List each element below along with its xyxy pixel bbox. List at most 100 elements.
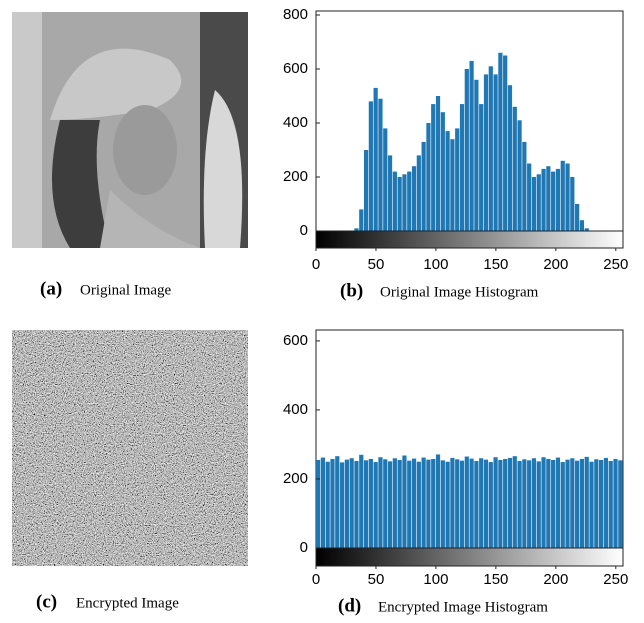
- y-tick-label: 200: [283, 168, 308, 185]
- bar: [339, 462, 345, 548]
- bar: [344, 459, 349, 548]
- bar: [411, 166, 417, 231]
- bar: [579, 220, 585, 231]
- image-label: (a): [40, 278, 62, 299]
- bar: [603, 457, 609, 548]
- bar: [507, 85, 513, 231]
- bar: [450, 457, 455, 548]
- bar: [445, 131, 450, 231]
- bar: [368, 458, 373, 548]
- bar: [459, 104, 465, 231]
- bar: [469, 458, 474, 548]
- bar: [402, 174, 407, 231]
- image-caption: Original Image: [80, 282, 172, 298]
- bar: [383, 459, 388, 548]
- colorbar: [315, 547, 624, 567]
- bar: [407, 171, 412, 231]
- bar: [387, 461, 393, 548]
- bar: [354, 228, 359, 231]
- x-tick-label: 150: [483, 256, 508, 273]
- bar: [579, 458, 585, 548]
- bar: [498, 459, 503, 548]
- bar: [555, 168, 561, 231]
- y-tick-label: 0: [300, 222, 308, 239]
- bar: [488, 462, 493, 548]
- bar: [584, 456, 589, 548]
- y-tick-label: 600: [283, 60, 308, 77]
- bar: [455, 128, 460, 231]
- bar: [363, 460, 369, 548]
- x-tick-label: 200: [543, 571, 568, 588]
- bar: [397, 459, 402, 548]
- bar: [383, 128, 388, 231]
- x-tick-label: 250: [603, 571, 628, 588]
- bar: [387, 155, 393, 231]
- bar: [416, 155, 421, 231]
- encrypted-image: [12, 330, 248, 566]
- bar: [359, 454, 364, 548]
- bar: [459, 460, 465, 548]
- chart-title: Encrypted Image Histogram: [378, 599, 548, 615]
- bar: [407, 460, 412, 548]
- image-label: (c): [36, 591, 57, 612]
- bar: [330, 458, 335, 548]
- bar: [575, 460, 580, 548]
- bar: [392, 171, 397, 231]
- bar: [378, 98, 383, 231]
- bar: [507, 457, 513, 548]
- bar: [503, 458, 508, 548]
- bar: [320, 457, 325, 548]
- bar: [363, 150, 369, 231]
- bar: [599, 459, 604, 548]
- chart-label: (d): [338, 595, 361, 616]
- bar: [488, 66, 493, 231]
- y-tick-label: 600: [283, 332, 308, 349]
- bar: [440, 112, 445, 231]
- bar: [469, 60, 474, 232]
- bar: [512, 106, 517, 231]
- bar: [541, 457, 546, 548]
- bar: [464, 456, 469, 548]
- bar: [517, 120, 522, 231]
- y-tick-label: 0: [300, 539, 308, 556]
- bar: [479, 104, 484, 231]
- x-tick-label: 50: [368, 571, 385, 588]
- bar: [349, 458, 354, 548]
- image-caption: Encrypted Image: [76, 595, 179, 611]
- bar: [570, 458, 575, 548]
- bar: [536, 461, 541, 548]
- bar: [608, 461, 613, 548]
- bar: [570, 177, 575, 231]
- bar: [316, 459, 321, 548]
- bar: [522, 141, 527, 231]
- x-tick-label: 200: [543, 256, 568, 273]
- x-tick-label: 100: [423, 256, 448, 273]
- bar: [416, 461, 421, 548]
- bar: [589, 461, 594, 548]
- bar: [551, 459, 556, 548]
- x-tick-label: 100: [423, 571, 448, 588]
- bar: [512, 456, 517, 548]
- bar: [493, 74, 498, 232]
- bar: [359, 209, 364, 231]
- bar: [455, 459, 460, 548]
- bar: [354, 461, 359, 548]
- bar: [493, 457, 498, 548]
- x-tick-label: 0: [312, 571, 320, 588]
- bar: [575, 204, 580, 231]
- bar: [435, 96, 441, 231]
- bar: [397, 177, 402, 231]
- original-image: [12, 12, 248, 248]
- bar: [378, 457, 383, 548]
- bar: [527, 460, 532, 548]
- bar: [565, 163, 570, 231]
- bar: [325, 461, 330, 548]
- chart-label: (b): [340, 280, 363, 301]
- bar: [373, 462, 378, 548]
- bar: [618, 460, 623, 548]
- bar: [531, 458, 537, 548]
- bar: [373, 87, 378, 232]
- x-tick-label: 50: [368, 256, 385, 273]
- colorbar: [315, 230, 624, 249]
- x-tick-label: 150: [483, 571, 508, 588]
